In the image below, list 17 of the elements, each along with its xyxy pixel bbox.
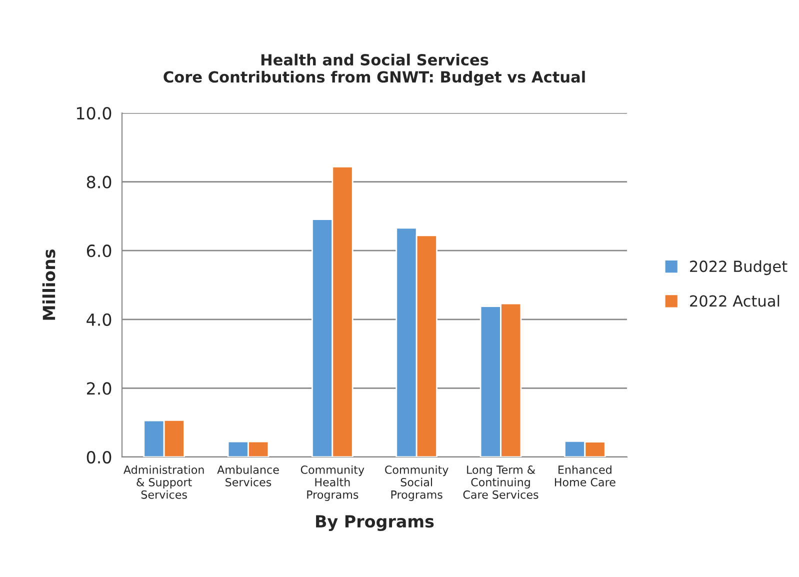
y-tick-label: 6.0 — [86, 244, 112, 258]
x-tick-label: Administration & Support Services — [124, 465, 204, 499]
y-tick-label: 0.0 — [86, 450, 112, 464]
legend-label: 2022 Actual — [690, 294, 780, 307]
x-tick-label: Community Health Programs — [300, 465, 364, 501]
y-tick-label: 2.0 — [86, 382, 112, 395]
y-tick-label: 10.0 — [77, 106, 112, 120]
y-tick-label: 8.0 — [86, 176, 112, 188]
x-tick-label: Community Social Programs — [385, 465, 448, 501]
x-axis-title: By Programs — [316, 515, 434, 531]
y-tick-label: 4.0 — [86, 313, 112, 326]
legend-label: 2022 Budget — [690, 260, 788, 276]
chart-title: Health and Social Services Core Contributions from GNWT: Budget vs Actual — [164, 54, 585, 86]
x-tick-label: Ambulance Services — [217, 465, 279, 486]
x-tick-label: Enhanced Home Care — [554, 465, 616, 486]
x-tick-label: Long Term & Continuing Care Services — [463, 466, 538, 499]
y-axis-title: Millions — [42, 249, 56, 320]
